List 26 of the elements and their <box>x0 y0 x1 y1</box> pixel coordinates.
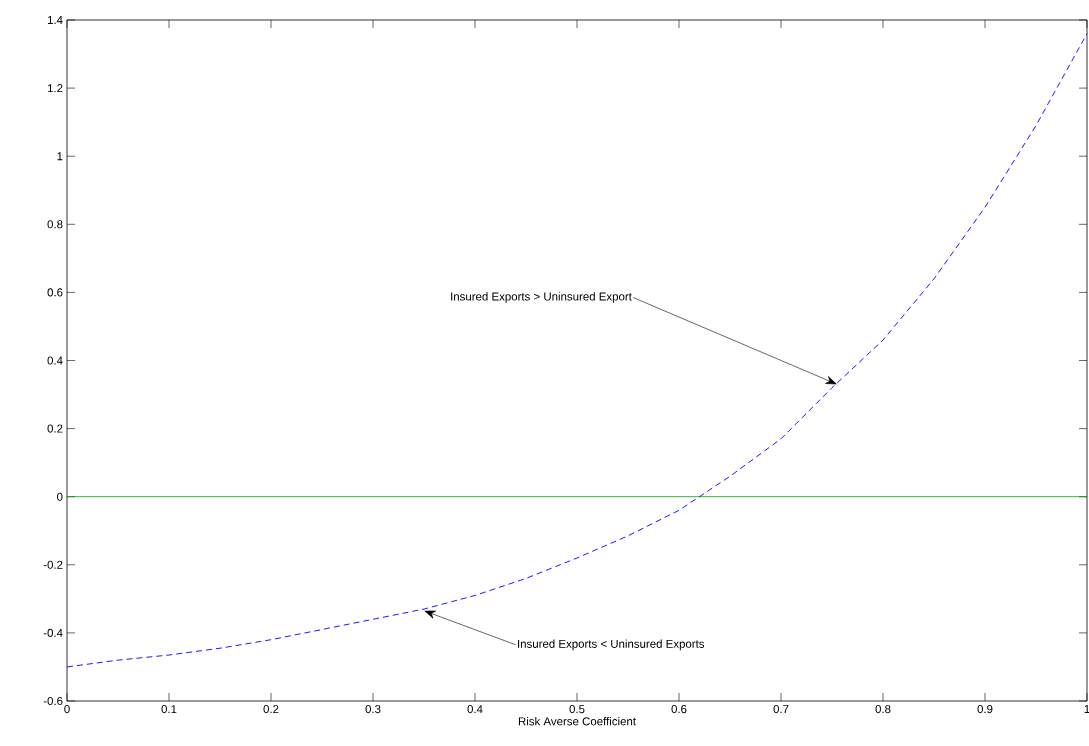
y-tick-label: 0.2 <box>47 424 63 433</box>
y-tick-label: 0 <box>57 492 63 501</box>
x-tick-label: 0.2 <box>263 705 279 714</box>
x-tick-label: 0 <box>64 705 70 714</box>
y-tick-label: 1 <box>57 152 63 161</box>
x-tick-label: 0.5 <box>569 705 585 714</box>
y-tick-label: -0.6 <box>43 696 63 706</box>
x-tick-label: 0.1 <box>161 705 177 714</box>
x-tick-label: 0.9 <box>977 705 993 714</box>
x-axis-title: Risk Averse Coefficient <box>518 716 636 726</box>
y-tick-label: -0.2 <box>43 560 63 569</box>
y-tick-label: 0.4 <box>47 356 63 365</box>
x-tick-label: 0.3 <box>365 705 381 714</box>
y-tick-label: 1.2 <box>47 84 63 93</box>
y-tick-label: -0.4 <box>43 628 63 637</box>
x-tick-label: 0.7 <box>773 705 789 714</box>
annotation: Insured Exports < Uninsured Exports <box>518 639 705 651</box>
x-tick-label: 0.6 <box>671 705 687 714</box>
x-tick-label: 0.8 <box>875 705 891 714</box>
y-tick-label: 0.8 <box>47 220 63 229</box>
line-series <box>66 33 1088 668</box>
y-tick-label: 0.6 <box>47 288 63 297</box>
annotation: Insured Exports > Uninsured Export <box>451 292 632 303</box>
y-tick-label: 1.4 <box>47 16 63 24</box>
x-tick-label: 0.4 <box>467 705 483 714</box>
x-tick-label: 1 <box>1084 705 1089 713</box>
